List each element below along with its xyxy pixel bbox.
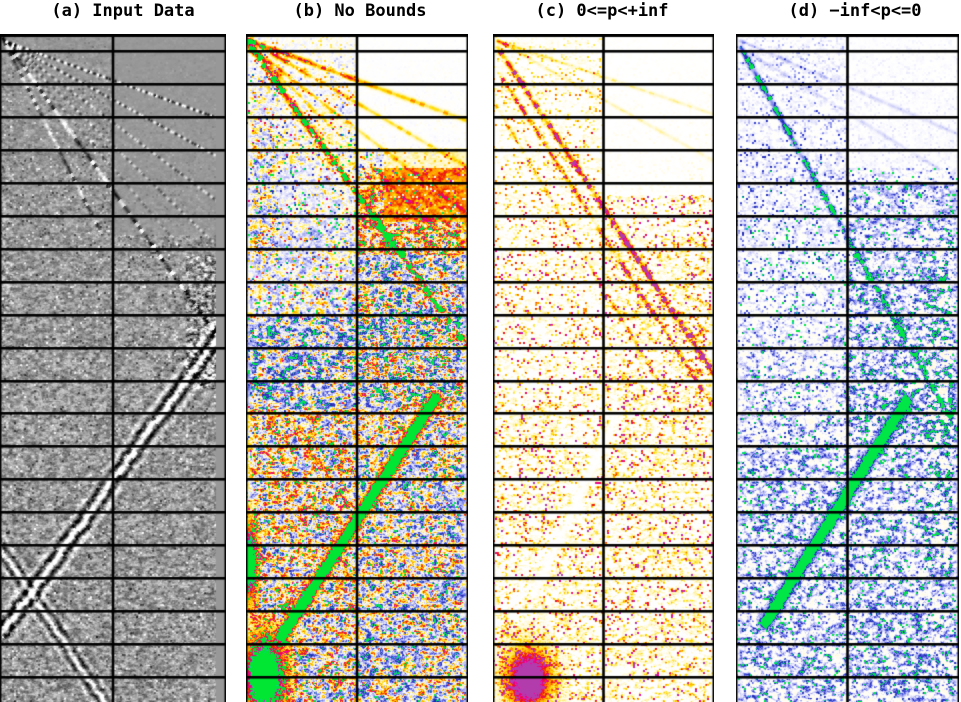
- panel-a-title: (a) Input Data: [51, 1, 195, 21]
- panel-b-title: (b) No Bounds: [293, 1, 427, 21]
- panel-b-canvas: [246, 34, 468, 702]
- panel-c-title: (c) 0<=p<+inf: [535, 1, 669, 21]
- panel-c-canvas: [493, 34, 714, 702]
- panel-a-canvas: [0, 34, 226, 702]
- panel-d-title: (d) −inf<p<=0: [788, 1, 922, 21]
- panel-d-canvas: [736, 34, 959, 702]
